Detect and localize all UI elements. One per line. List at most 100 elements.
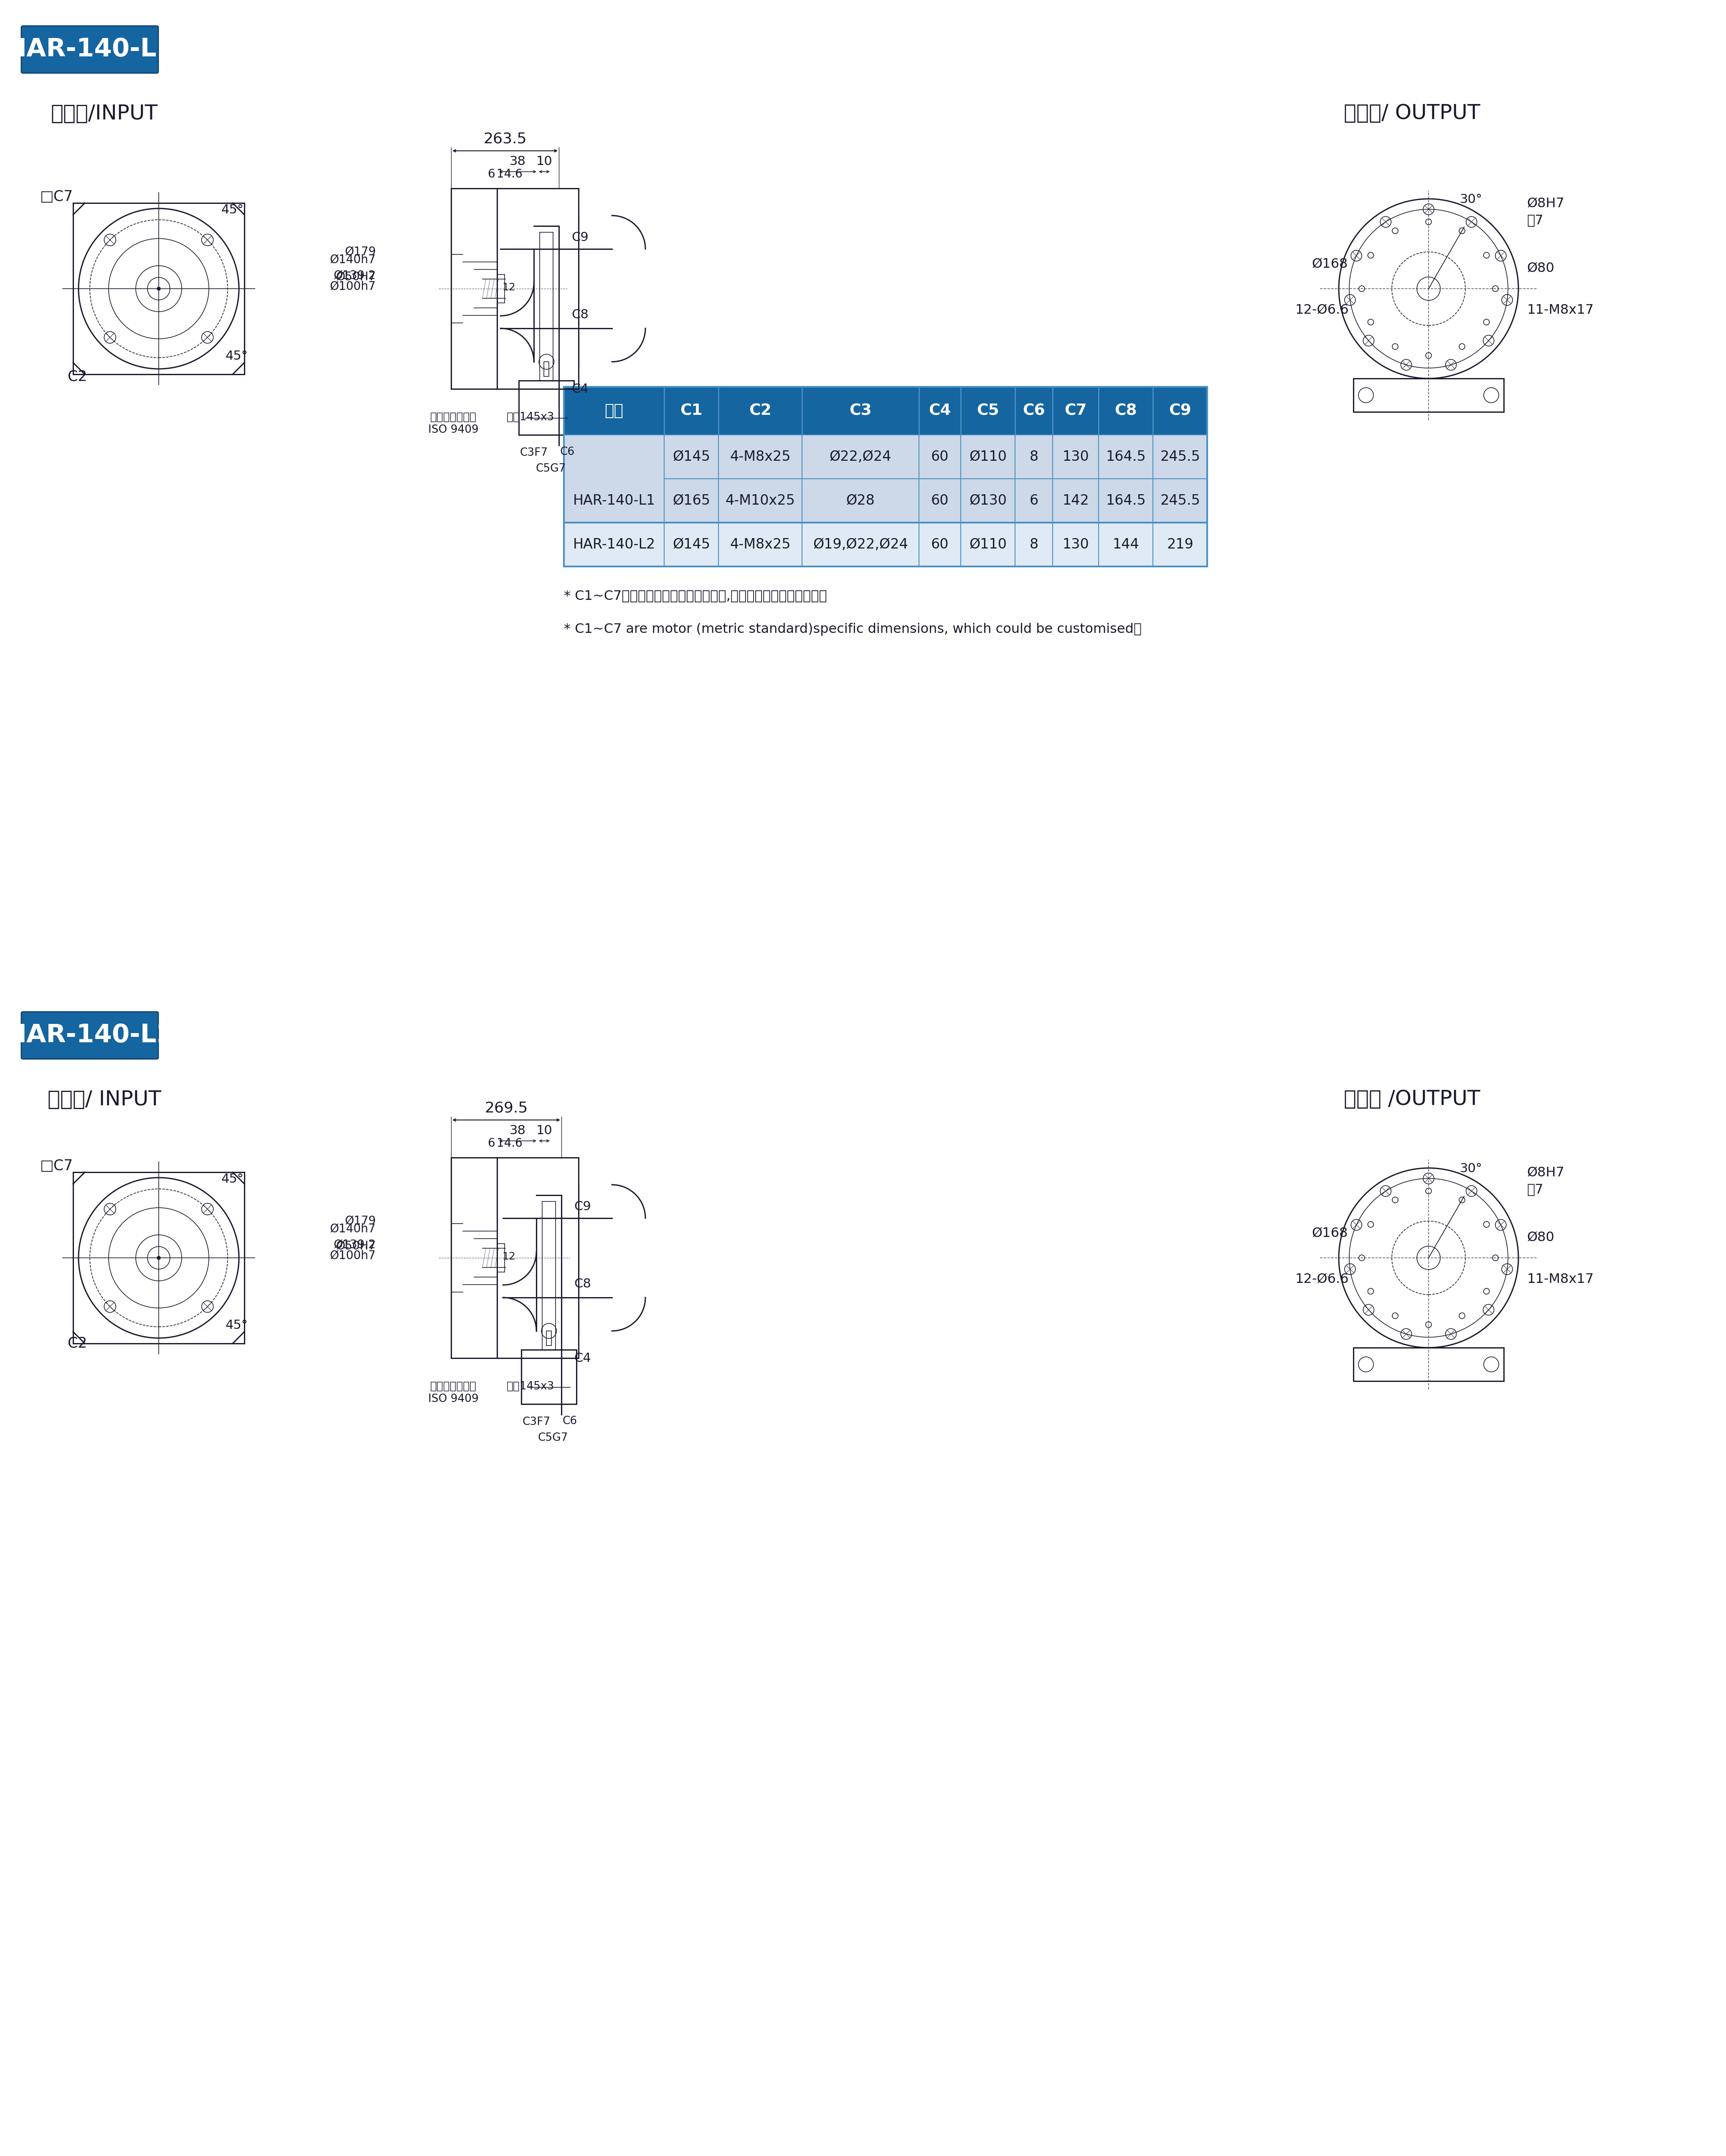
Bar [961,522,1015,567]
Bar [1053,386,1098,436]
Bar [1153,479,1206,522]
Text: 油环145x3: 油环145x3 [507,1382,554,1393]
Text: 14.6: 14.6 [497,168,523,181]
Text: C4: C4 [571,384,589,395]
Text: 38: 38 [509,155,526,168]
Text: Ø28: Ø28 [846,494,875,507]
Text: C7: C7 [1065,403,1087,418]
Text: Ø100h7: Ø100h7 [330,1250,376,1261]
Bar [803,386,918,436]
Bar [1098,522,1153,567]
Text: C6: C6 [559,446,575,457]
Bar [918,522,961,567]
Text: C6: C6 [563,1416,576,1427]
Text: 8: 8 [1029,537,1039,552]
Text: C3F7: C3F7 [523,1416,551,1427]
Text: C8: C8 [1115,403,1137,418]
Bar [718,479,803,522]
Bar [665,479,718,522]
Circle shape [157,287,161,291]
Text: C3F7: C3F7 [520,448,547,459]
Text: Ø179: Ø179 [345,246,376,259]
Text: 输入端/ INPUT: 输入端/ INPUT [48,1089,161,1108]
Text: Ø165: Ø165 [673,494,709,507]
Text: C9: C9 [1169,403,1191,418]
Text: 10: 10 [537,1125,552,1136]
Text: Ø145: Ø145 [673,451,709,464]
Text: 输出端/ OUTPUT: 输出端/ OUTPUT [1343,103,1481,123]
Bar [918,386,961,436]
Text: Ø130: Ø130 [968,494,1006,507]
Circle shape [157,1257,161,1259]
Text: 法兰面尺寸依照
ISO 9409: 法兰面尺寸依照 ISO 9409 [428,1382,478,1404]
Text: 尺寸: 尺寸 [604,403,623,418]
Text: Ø110: Ø110 [968,537,1006,552]
Text: Ø140h7: Ø140h7 [330,1222,376,1235]
Text: 12: 12 [502,1253,516,1261]
Text: C2: C2 [67,1337,86,1350]
Text: 142: 142 [1061,494,1089,507]
Text: 输入端/INPUT: 输入端/INPUT [50,103,159,123]
Bar [1153,522,1206,567]
Text: Ø50H7: Ø50H7 [337,1240,376,1253]
Text: C3: C3 [849,403,872,418]
Text: Ø80: Ø80 [1528,261,1555,274]
Text: 4-M10x25: 4-M10x25 [725,494,796,507]
Bar [1015,436,1053,479]
Bar [918,436,961,479]
Bar [564,386,665,436]
Text: C5G7: C5G7 [539,1432,568,1442]
Text: 深7: 深7 [1528,213,1543,226]
Text: C4: C4 [575,1352,590,1365]
Bar [918,479,961,522]
Text: 30°: 30° [1460,1162,1483,1175]
Bar [1098,436,1153,479]
Text: Ø19,Ø22,Ø24: Ø19,Ø22,Ø24 [813,537,908,552]
Text: 法兰面尺寸依照
ISO 9409: 法兰面尺寸依照 ISO 9409 [428,412,478,436]
Bar [665,386,718,436]
Text: C8: C8 [571,308,589,321]
Text: C5G7: C5G7 [535,464,566,474]
FancyBboxPatch shape [21,1011,159,1059]
Text: 油环145x3: 油环145x3 [507,412,554,423]
Text: C8: C8 [575,1279,590,1289]
Text: 45°: 45° [221,1173,243,1186]
Text: 219: 219 [1167,537,1193,552]
Bar [803,479,918,522]
Bar [564,522,665,567]
Text: Ø168: Ø168 [1312,259,1348,272]
Bar [1053,436,1098,479]
Text: * C1~C7 are motor (metric standard)specific dimensions, which could be customise: * C1~C7 are motor (metric standard)speci… [564,623,1141,636]
Text: C4: C4 [929,403,951,418]
Text: C2: C2 [749,403,772,418]
Bar [718,436,803,479]
Text: Ø8H7: Ø8H7 [1528,196,1564,209]
Text: C5: C5 [977,403,999,418]
Text: Ø80: Ø80 [1528,1231,1555,1244]
Text: Ø100h7: Ø100h7 [330,280,376,291]
Text: 130: 130 [1061,537,1089,552]
Bar [1353,379,1503,412]
Text: Ø139.2: Ø139.2 [333,1240,376,1250]
Bar [803,436,918,479]
Text: 60: 60 [930,537,949,552]
Text: C2: C2 [67,369,86,384]
FancyBboxPatch shape [21,26,159,73]
Text: 245.5: 245.5 [1160,494,1200,507]
Text: 269.5: 269.5 [485,1102,528,1115]
Text: 164.5: 164.5 [1106,451,1146,464]
Text: 30°: 30° [1460,194,1483,205]
Bar [450,1158,497,1358]
Text: 12-Ø6.6: 12-Ø6.6 [1294,1272,1348,1285]
Text: HAR-140-L2: HAR-140-L2 [5,1024,174,1048]
Bar [1153,386,1206,436]
Text: Ø168: Ø168 [1312,1227,1348,1240]
Text: HAR-140-L1: HAR-140-L1 [573,494,656,507]
Bar [1053,479,1098,522]
Bar [1015,386,1053,436]
Text: HAR-140-L2: HAR-140-L2 [573,537,656,552]
Text: 130: 130 [1061,451,1089,464]
Text: 6: 6 [487,1138,495,1149]
Text: 深7: 深7 [1528,1184,1543,1197]
Text: 12-Ø6.6: 12-Ø6.6 [1294,304,1348,317]
